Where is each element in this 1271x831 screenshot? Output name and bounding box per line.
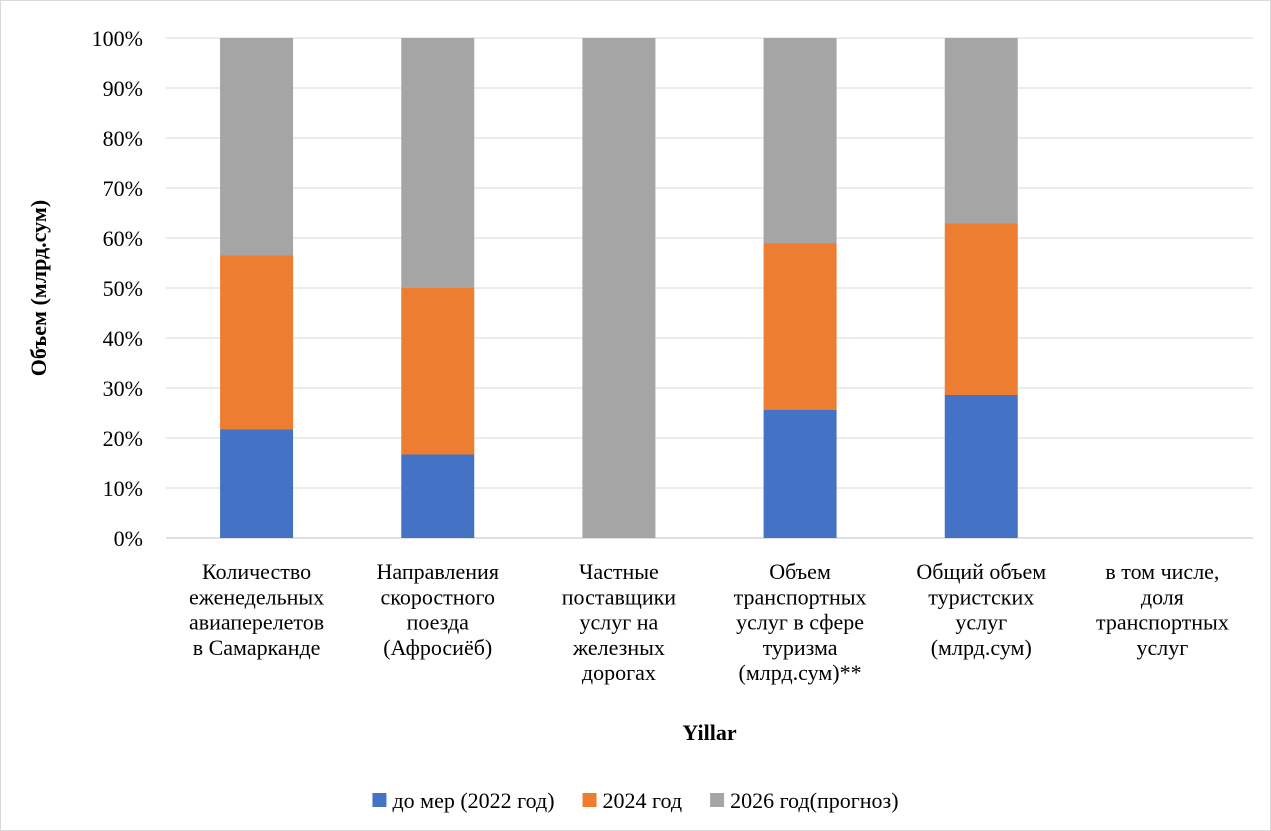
y-tick-label: 20% xyxy=(103,426,143,451)
bar-segment-series-2 xyxy=(401,288,475,455)
category-labels: Количество еженедельных авиаперелетов в Сам… xyxy=(189,559,1229,685)
category-label: Направления скоростного поезда (Афросиёб) xyxy=(377,559,499,660)
bar-segment-series-1 xyxy=(763,410,837,538)
y-tick-label: 40% xyxy=(103,326,143,351)
bar-segment-series-3 xyxy=(944,38,1018,224)
legend-label: до мер (2022 год) xyxy=(392,788,554,813)
bar-segment-series-2 xyxy=(763,243,837,410)
legend-label: 2026 год(прогноз) xyxy=(730,788,898,813)
legend-swatch xyxy=(582,793,597,807)
bar-segment-series-3 xyxy=(220,38,294,256)
bar-segment-series-1 xyxy=(401,454,475,538)
y-tick-label: 70% xyxy=(103,176,143,201)
y-tick-label: 30% xyxy=(103,376,143,401)
y-tick-label: 50% xyxy=(103,276,143,301)
category-label: Количество еженедельных авиаперелетов в Сам… xyxy=(189,559,324,660)
legend-swatch xyxy=(372,793,387,807)
y-axis-title: Объем (млрд.сум) xyxy=(26,200,51,376)
bar-segment-series-1 xyxy=(944,395,1018,538)
y-tick-label: 60% xyxy=(103,226,143,251)
y-tick-labels: 0% 10% 20% 30% 40% 50% 60% 70% 80% 90% 100% xyxy=(92,26,143,551)
category-label: Частные поставщики услуг на железных дорогах xyxy=(562,559,677,685)
category-label: Общий объем туристских услуг (млрд.сум) xyxy=(916,559,1046,660)
bar-segment-series-3 xyxy=(763,38,837,244)
category-label: Объем транспортных услуг в сфере туризма (мл… xyxy=(734,559,867,685)
x-axis-title: Yillar xyxy=(682,720,736,745)
legend-swatch xyxy=(710,793,725,807)
bar-segment-series-2 xyxy=(220,255,294,430)
gridlines xyxy=(166,37,1253,539)
category-label: в том числе, доля транспортных услуг xyxy=(1096,559,1229,660)
bar-segment-series-1 xyxy=(220,429,294,538)
y-tick-label: 90% xyxy=(103,76,143,101)
legend: до мер (2022 год) 2024 год 2026 год(прогно… xyxy=(372,788,899,813)
bars xyxy=(220,38,1018,538)
bar-segment-series-3 xyxy=(582,38,656,538)
y-tick-label: 100% xyxy=(92,26,143,51)
y-tick-label: 80% xyxy=(103,126,143,151)
bar-segment-series-2 xyxy=(944,223,1018,395)
bar-segment-series-3 xyxy=(401,38,475,288)
y-tick-label: 10% xyxy=(103,476,143,501)
y-tick-label: 0% xyxy=(114,526,143,551)
legend-label: 2024 год xyxy=(603,788,683,813)
